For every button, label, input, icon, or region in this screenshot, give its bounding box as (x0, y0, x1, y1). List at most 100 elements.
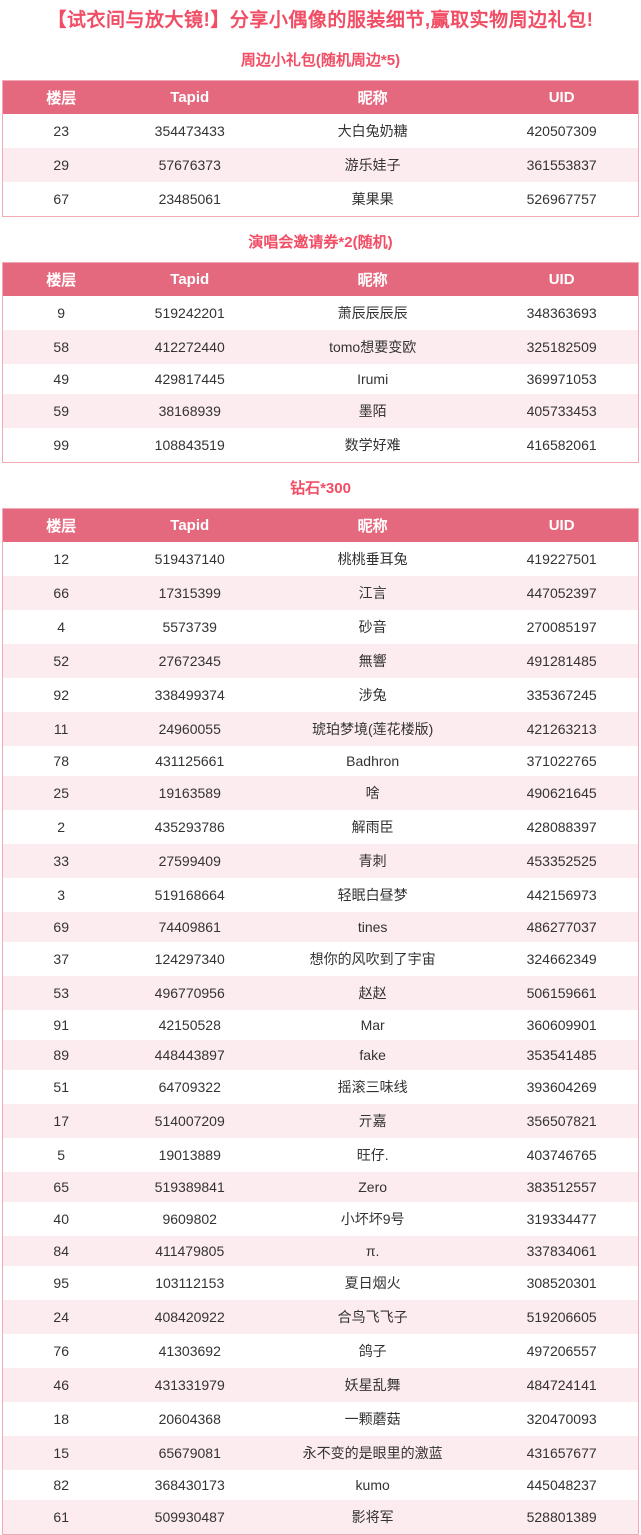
cell-nickname: 無響 (358, 652, 387, 669)
cell-nickname: Irumi (357, 370, 389, 387)
cell-tapid: 20604368 (158, 1410, 221, 1427)
cell-nickname: 大白兔奶糖 (337, 122, 408, 139)
cell-tapid: 431125661 (155, 752, 225, 769)
cell-floor: 51 (53, 1078, 69, 1095)
cell-tapid: 519389841 (154, 1178, 225, 1195)
cell-nickname: 啥 (365, 784, 380, 801)
cell-nickname: 江言 (358, 584, 387, 601)
cell-tapid: 38168939 (158, 402, 221, 419)
cell-floor: 92 (53, 686, 69, 703)
cell-nickname: 涉兔 (358, 686, 387, 703)
cell-nickname: 合鸟飞飞子 (337, 1308, 408, 1325)
table-header-row: 楼层 Tapid 昵称 UID (2, 262, 639, 296)
cell-tapid: 514007209 (154, 1112, 225, 1129)
section-diamond: 钻石*300 楼层 Tapid 昵称 UID 12 519437140 桃桃垂耳兔 4192… (0, 477, 641, 1535)
cell-uid: 270085197 (526, 618, 597, 635)
cell-tapid: 41303692 (158, 1342, 221, 1359)
cell-tapid: 64709322 (158, 1078, 221, 1095)
cell-tapid: 108843519 (154, 436, 225, 453)
cell-tapid: 408420922 (154, 1308, 225, 1325)
cell-nickname: fake (359, 1046, 386, 1063)
cell-tapid: 435293786 (154, 818, 225, 835)
cell-tapid: 448443897 (154, 1046, 225, 1063)
table-header-row: 楼层 Tapid 昵称 UID (2, 508, 639, 542)
cell-floor: 17 (53, 1112, 69, 1129)
table-row: 23 354473433 大白兔奶糖 420507309 (2, 113, 639, 148)
cell-uid: 320470093 (526, 1410, 597, 1427)
cell-floor: 15 (53, 1444, 69, 1461)
cell-floor: 53 (53, 984, 69, 1001)
cell-nickname: 赵赵 (358, 984, 387, 1001)
cell-tapid: 368430173 (154, 1476, 225, 1493)
cell-nickname: 墨陌 (358, 402, 387, 419)
section-heading: 周边小礼包(随机周边*5) (240, 51, 401, 69)
cell-tapid: 23485061 (158, 190, 221, 207)
table-row: 92 338499374 涉兔 335367245 (2, 677, 639, 712)
cell-nickname: 一颗蘑菇 (344, 1410, 401, 1427)
cell-floor: 46 (53, 1376, 69, 1393)
cell-tapid: 509930487 (154, 1508, 225, 1525)
table-row: 78 431125661 Badhron 371022765 (2, 745, 639, 776)
cell-uid: 356507821 (526, 1112, 597, 1129)
cell-uid: 526967757 (526, 190, 597, 207)
cell-floor: 66 (53, 584, 69, 601)
table-row: 82 368430173 kumo 445048237 (2, 1469, 639, 1500)
cell-uid: 403746765 (526, 1146, 597, 1163)
cell-tapid: 519168664 (154, 886, 225, 903)
cell-floor: 5 (57, 1146, 66, 1163)
table-row: 24 408420922 合鸟飞飞子 519206605 (2, 1299, 639, 1334)
table-row: 66 17315399 江言 447052397 (2, 575, 639, 610)
column-header-uid: UID (485, 508, 639, 542)
cell-nickname: 琥珀梦境(莲花楼版) (311, 720, 434, 737)
column-header-floor: 楼层 (2, 80, 120, 114)
table-row: 11 24960055 琥珀梦境(莲花楼版) 421263213 (2, 711, 639, 746)
cell-floor: 3 (57, 886, 66, 903)
winners-table: 楼层 Tapid 昵称 UID 12 519437140 桃桃垂耳兔 419227501 66… (2, 507, 639, 1535)
cell-floor: 99 (53, 436, 69, 453)
cell-nickname: 数学好难 (344, 436, 401, 453)
cell-uid: 348363693 (526, 304, 597, 321)
cell-uid: 431657677 (526, 1444, 597, 1461)
cell-tapid: 519437140 (154, 550, 225, 567)
cell-tapid: 27672345 (158, 652, 221, 669)
table-row: 49 429817445 Irumi 369971053 (2, 363, 639, 394)
column-header-nickname: 昵称 (260, 508, 486, 542)
cell-tapid: 412272440 (154, 338, 225, 355)
cell-tapid: 57676373 (158, 156, 221, 173)
column-header-nickname: 昵称 (260, 80, 486, 114)
cell-floor: 49 (53, 370, 69, 387)
cell-tapid: 103112153 (155, 1274, 225, 1291)
cell-floor: 58 (53, 338, 69, 355)
cell-uid: 497206557 (526, 1342, 597, 1359)
table-row: 59 38168939 墨陌 405733453 (2, 393, 639, 428)
table-row: 69 74409861 tines 486277037 (2, 911, 639, 942)
column-header-uid: UID (485, 262, 639, 296)
table-row: 89 448443897 fake 353541485 (2, 1039, 639, 1070)
cell-tapid: 27599409 (158, 852, 221, 869)
cell-nickname: kumo (355, 1476, 390, 1493)
cell-tapid: 338499374 (154, 686, 225, 703)
cell-tapid: 17315399 (158, 584, 221, 601)
cell-floor: 24 (53, 1308, 69, 1325)
cell-uid: 447052397 (526, 584, 597, 601)
cell-nickname: 青刺 (358, 852, 387, 869)
table-header-row: 楼层 Tapid 昵称 UID (2, 80, 639, 114)
cell-nickname: 夏日烟火 (344, 1274, 401, 1291)
cell-uid: 405733453 (526, 402, 597, 419)
cell-uid: 335367245 (526, 686, 597, 703)
cell-tapid: 42150528 (158, 1016, 221, 1033)
cell-uid: 486277037 (526, 918, 597, 935)
cell-nickname: 萧辰辰辰辰 (337, 304, 408, 321)
cell-uid: 484724141 (526, 1376, 597, 1393)
cell-uid: 325182509 (526, 338, 597, 355)
cell-floor: 84 (53, 1242, 69, 1259)
cell-tapid: 5573739 (162, 618, 217, 635)
cell-tapid: 429817445 (154, 370, 225, 387)
cell-floor: 11 (53, 720, 69, 737)
cell-uid: 442156973 (526, 886, 597, 903)
cell-uid: 453352525 (526, 852, 597, 869)
column-header-tapid: Tapid (119, 80, 261, 114)
cell-nickname: 解雨臣 (351, 818, 394, 835)
cell-nickname: π. (365, 1242, 380, 1259)
